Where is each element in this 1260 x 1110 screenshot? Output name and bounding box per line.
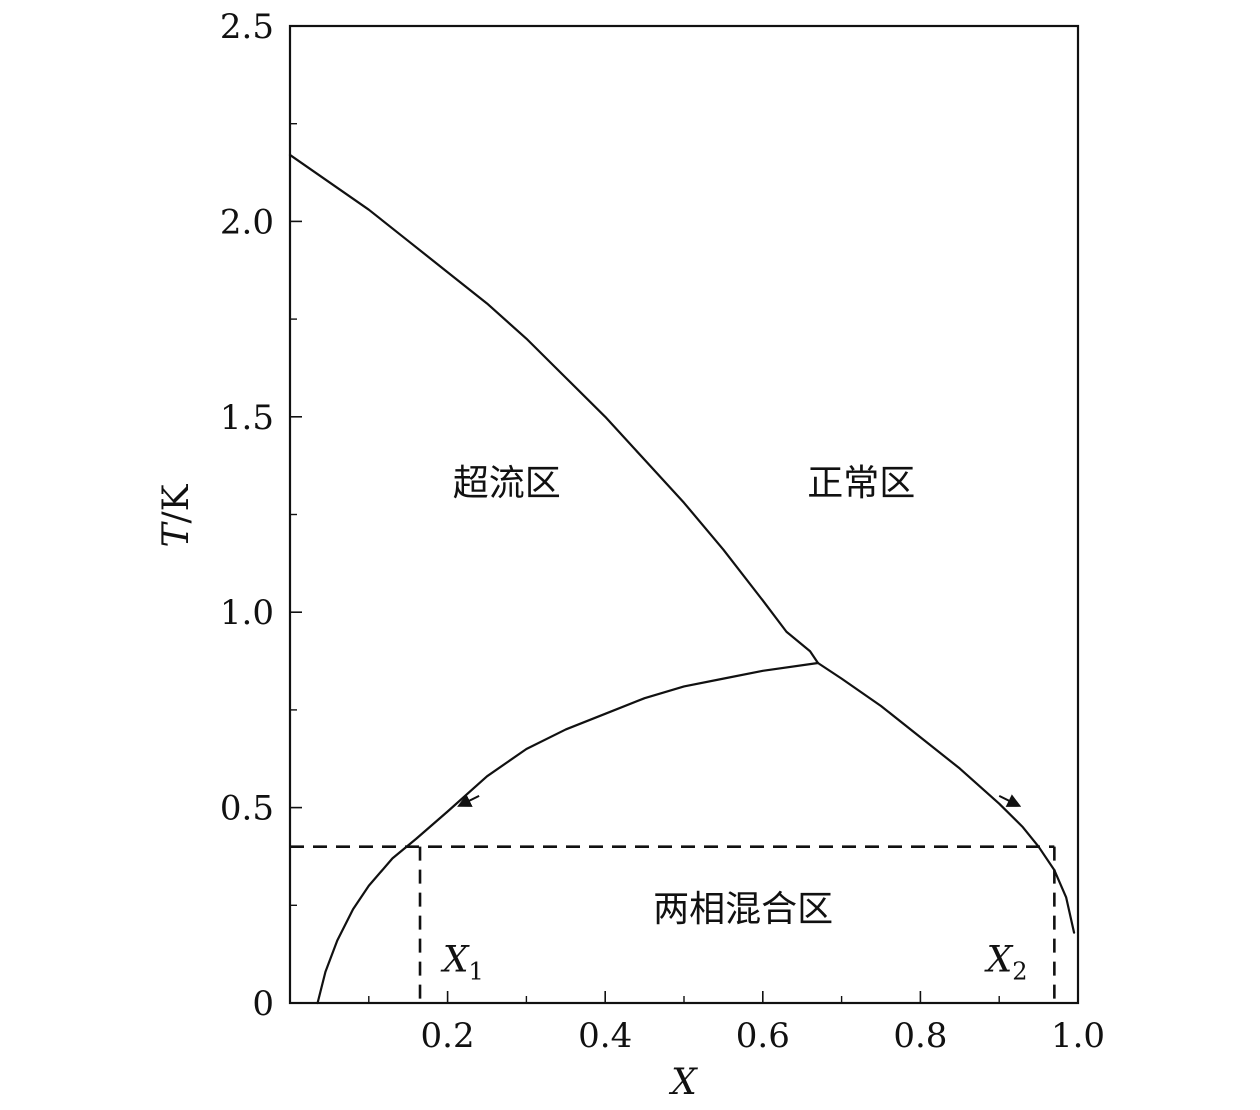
phase-boundary-line-1 [288, 153, 820, 665]
x-tick-label: 0.4 [578, 1016, 632, 1056]
phase-boundary-line-3 [816, 661, 1076, 934]
y-tick-label: 0.5 [220, 789, 274, 829]
composition-marker-label: X1 [440, 940, 484, 986]
y-tick-label: 2.5 [220, 7, 274, 47]
y-tick-label: 2.0 [220, 202, 274, 242]
phase-boundary-line-2 [316, 661, 820, 1005]
region-label: 两相混合区 [653, 889, 833, 930]
y-axis-label-variable: T [156, 521, 197, 548]
y-tick-label: 1.5 [220, 398, 274, 438]
region-label: 超流区 [453, 463, 561, 504]
curve-arrow [457, 794, 480, 807]
y-tick-label: 0 [252, 984, 274, 1024]
x-tick-label: 1.0 [1051, 1016, 1105, 1056]
region-label: 正常区 [807, 463, 915, 504]
x-axis-label: X [668, 1062, 698, 1103]
x-tick-label: 0.6 [736, 1016, 790, 1056]
composition-marker-label: X2 [984, 940, 1028, 986]
x-tick-label: 0.8 [893, 1016, 947, 1056]
y-axis-label: T/K [156, 483, 197, 547]
y-tick-label: 1.0 [220, 593, 274, 633]
x-tick-label: 0.2 [421, 1016, 475, 1056]
y-axis-label-unit: /K [156, 483, 197, 523]
plot-frame [288, 24, 1080, 1005]
curve-arrow [998, 794, 1022, 807]
